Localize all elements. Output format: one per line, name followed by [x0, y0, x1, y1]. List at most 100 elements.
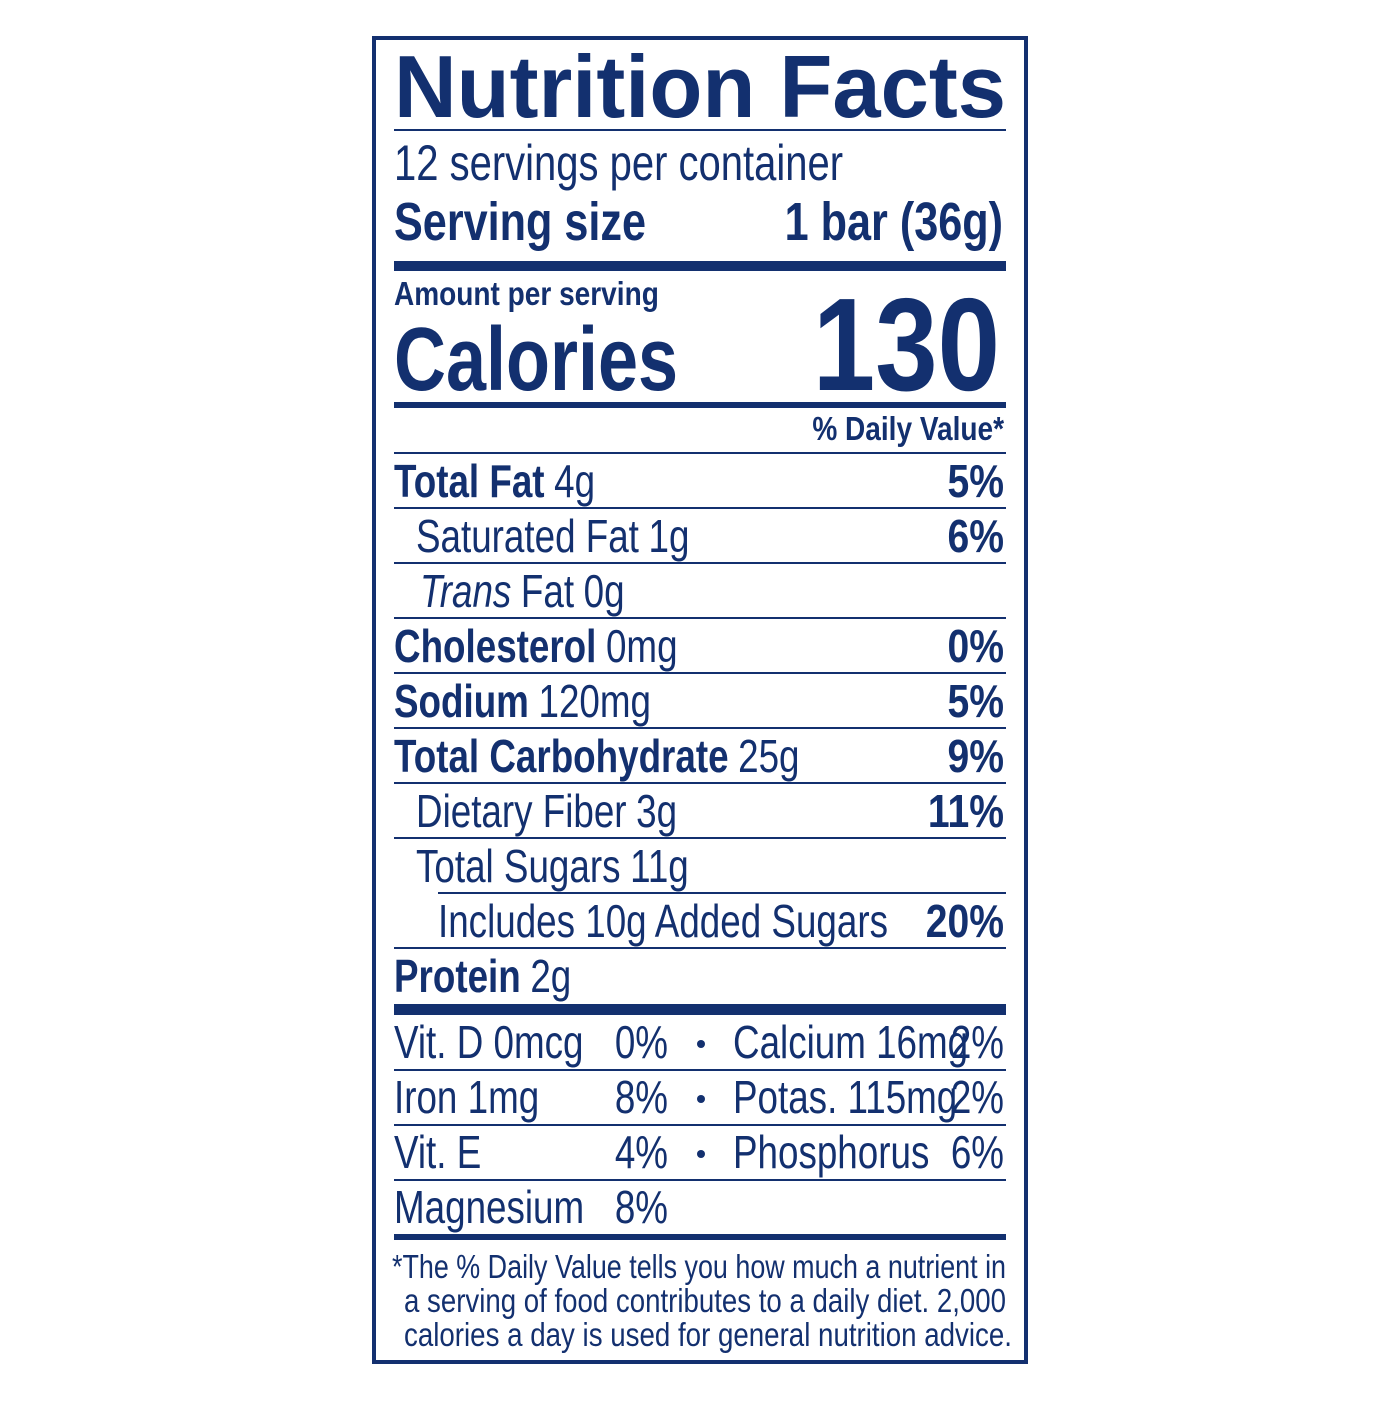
serving-size-label: Serving size	[394, 193, 646, 253]
vitamin-name-part: Iron 1mg	[394, 1071, 539, 1123]
divider	[438, 892, 1006, 894]
daily-value-header: % Daily Value*	[812, 411, 1004, 448]
nutrient-dv: 5%	[947, 456, 1004, 508]
nutrient-dv-part: 11%	[928, 786, 1004, 838]
divider	[394, 947, 1006, 949]
nutrient-dv-part: 6%	[947, 511, 1004, 563]
vitamin-dv-part: 2%	[951, 1071, 1004, 1123]
vitamin-name: Magnesium	[394, 1181, 584, 1233]
vitamin-dv: 8%	[615, 1071, 668, 1123]
nutrient-dv-part: 20%	[926, 896, 1004, 948]
nutrient-row-part: 1g	[649, 510, 690, 562]
vitamin-dv-part: 6%	[951, 1126, 1004, 1178]
nutrient-row-part: Total Carbohydrate	[394, 730, 729, 782]
footnote-line: a serving of food contributes to a daily…	[404, 1282, 1006, 1319]
nutrient-dv-part: 9%	[947, 731, 1004, 783]
servings-part: 12 servings per container	[394, 135, 843, 191]
vitamin-name-part: Vit. D 0mcg	[394, 1016, 583, 1068]
nutrient-row-part: Trans	[420, 565, 511, 617]
nutrient-row: Trans Fat 0g	[420, 565, 625, 617]
vitamin-dv: 0%	[615, 1016, 668, 1068]
nutrient-row: Total Carbohydrate 25g	[394, 730, 800, 782]
vitamin-name-part: Magnesium	[394, 1181, 584, 1233]
vitamin-name-part: Phosphorus	[733, 1126, 929, 1178]
nutrient-row-part: 4g	[554, 455, 595, 507]
vitamin-dv: 6%	[951, 1126, 1004, 1178]
serving-size-value-part: 1 bar (36g)	[785, 193, 1003, 253]
footnote-line-part: *The % Daily Value tells you how much a …	[392, 1248, 1006, 1285]
nutrient-row-part: Cholesterol	[394, 620, 596, 672]
divider	[394, 672, 1006, 674]
bullet	[697, 1150, 705, 1158]
vitamin-dv: 2%	[951, 1071, 1004, 1123]
nutrient-row: Sodium 120mg	[394, 675, 651, 727]
vitamin-dv-part: 4%	[615, 1126, 668, 1178]
nutrient-row: Cholesterol 0mg	[394, 620, 678, 672]
nutrient-row: Dietary Fiber 3g	[416, 785, 677, 837]
title-part: Nutrition Facts	[394, 37, 1006, 136]
nutrient-dv: 5%	[947, 676, 1004, 728]
nutrient-row-part: 3g	[636, 785, 677, 837]
nutrient-row-part: 0mg	[606, 620, 678, 672]
nutrient-row-part: 25g	[738, 730, 799, 782]
vitamin-dv: 8%	[615, 1181, 668, 1233]
nutrient-row: Total Sugars 11g	[416, 840, 689, 892]
nutrient-row: Total Fat 4g	[394, 455, 595, 507]
vitamin-dv: 4%	[615, 1126, 668, 1178]
bullet	[697, 1095, 705, 1103]
title: Nutrition Facts	[394, 37, 1006, 136]
amount-per-serving-part: Amount per serving	[394, 276, 659, 313]
vitamin-name: Phosphorus	[733, 1126, 929, 1178]
footnote-line-part: a serving of food contributes to a daily…	[404, 1282, 1006, 1319]
calories-label-part: Calories	[394, 309, 678, 409]
divider	[394, 782, 1006, 784]
servings: 12 servings per container	[394, 135, 843, 191]
calories-label: Calories	[394, 309, 678, 409]
divider	[394, 507, 1006, 509]
divider	[394, 1004, 1006, 1015]
vitamin-dv-part: 8%	[615, 1181, 668, 1233]
footnote-line: *The % Daily Value tells you how much a …	[392, 1248, 1006, 1285]
divider	[394, 452, 1006, 454]
divider	[394, 562, 1006, 564]
calories-value: 130	[813, 270, 1000, 418]
vitamin-name-part: Potas. 115mg	[733, 1071, 957, 1123]
nutrient-row-part: Total Fat	[394, 455, 545, 507]
nutrient-dv: 11%	[928, 786, 1004, 838]
nutrient-dv-part: 5%	[947, 456, 1004, 508]
vitamin-dv-part: 0%	[615, 1016, 668, 1068]
vitamin-name: Iron 1mg	[394, 1071, 539, 1123]
nutrient-dv: 0%	[947, 621, 1004, 673]
nutrient-row-part: 2g	[530, 950, 571, 1002]
footnote-line-part: calories a day is used for general nutri…	[404, 1316, 1012, 1353]
nutrient-dv-part: 0%	[947, 621, 1004, 673]
divider	[394, 1124, 1006, 1126]
footnote-line: calories a day is used for general nutri…	[404, 1316, 1012, 1353]
nutrient-row-part: 0g	[584, 565, 625, 617]
vitamin-name-part: Vit. E	[394, 1126, 481, 1178]
nutrient-row-part: Sodium	[394, 675, 529, 727]
serving-size-label-part: Serving size	[394, 193, 646, 253]
divider	[394, 261, 1006, 271]
divider	[394, 727, 1006, 729]
calories-value-part: 130	[813, 270, 1000, 418]
amount-per-serving: Amount per serving	[394, 276, 659, 313]
vitamin-dv-part: 8%	[615, 1071, 668, 1123]
divider	[394, 1179, 1006, 1181]
bullet	[697, 1040, 705, 1048]
vitamin-name: Calcium 16mg	[733, 1016, 968, 1068]
nutrient-dv: 6%	[947, 511, 1004, 563]
nutrient-row-part: 120mg	[538, 675, 650, 727]
divider	[394, 402, 1006, 408]
divider	[394, 617, 1006, 619]
vitamin-dv: 2%	[951, 1016, 1004, 1068]
nutrient-row: Saturated Fat 1g	[416, 510, 689, 562]
nutrient-row: Protein 2g	[394, 950, 571, 1002]
daily-value-header-part: % Daily Value*	[812, 411, 1004, 448]
vitamin-name: Vit. E	[394, 1126, 481, 1178]
vitamin-dv-part: 2%	[951, 1016, 1004, 1068]
nutrient-row-part: Saturated Fat	[416, 510, 639, 562]
nutrient-row-part: Protein	[394, 950, 521, 1002]
